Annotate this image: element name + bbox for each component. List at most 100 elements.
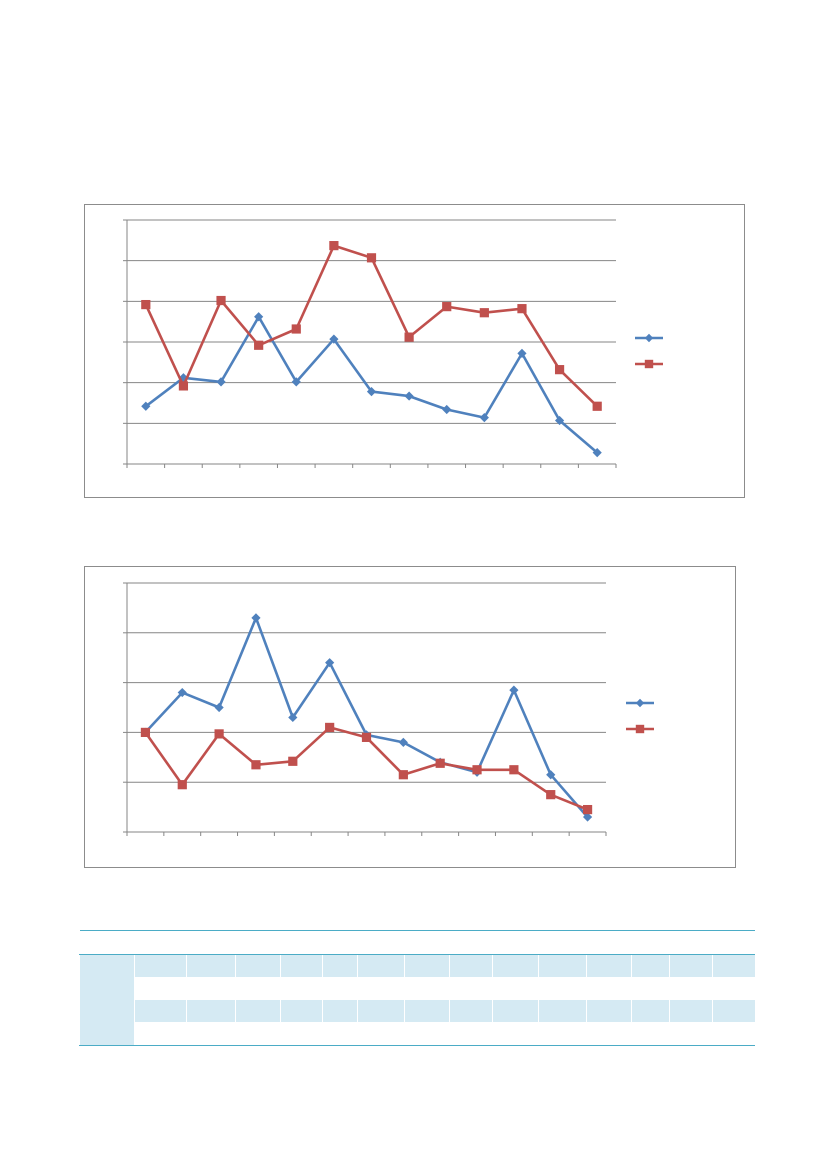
table-cell bbox=[537, 954, 587, 977]
data-point bbox=[398, 770, 408, 780]
data-point bbox=[214, 702, 224, 713]
chart-2 bbox=[84, 566, 736, 868]
table-cell bbox=[712, 999, 755, 1022]
data-point bbox=[546, 790, 556, 800]
series-line bbox=[145, 315, 599, 454]
data-point bbox=[291, 324, 301, 334]
table-row bbox=[78, 954, 755, 977]
legend-marker bbox=[635, 698, 645, 708]
table-cell bbox=[630, 999, 670, 1022]
data-point bbox=[404, 391, 414, 401]
table-cell bbox=[630, 954, 670, 977]
table-cell bbox=[321, 1022, 358, 1046]
table-cell bbox=[585, 999, 632, 1022]
data-point bbox=[366, 387, 377, 397]
chart-1-canvas bbox=[123, 219, 663, 468]
data-point bbox=[517, 348, 527, 358]
table-cell bbox=[492, 1022, 539, 1046]
data-point bbox=[554, 415, 565, 426]
table-cell bbox=[186, 977, 236, 1000]
table-cell bbox=[585, 1022, 632, 1046]
table-cell bbox=[669, 954, 713, 977]
table-cell bbox=[538, 930, 587, 955]
table-cell bbox=[186, 999, 236, 1022]
data-point bbox=[178, 381, 189, 391]
data-point bbox=[291, 377, 301, 387]
table-row bbox=[79, 930, 755, 955]
data-point bbox=[288, 756, 298, 766]
table-cell bbox=[586, 930, 632, 955]
table-cell bbox=[492, 930, 539, 955]
data-point bbox=[254, 340, 264, 350]
table-cell bbox=[234, 999, 281, 1022]
data-point bbox=[554, 365, 565, 375]
table-cell bbox=[279, 977, 323, 1000]
table-cell bbox=[78, 999, 135, 1022]
table-cell bbox=[279, 954, 323, 977]
table-cell bbox=[321, 977, 358, 1000]
data-point bbox=[177, 687, 187, 698]
table-cell bbox=[492, 999, 539, 1022]
table-cell bbox=[669, 977, 713, 1000]
data-table bbox=[78, 930, 755, 1046]
table-cell bbox=[712, 977, 755, 1000]
table-cell bbox=[630, 1022, 670, 1046]
data-point bbox=[216, 377, 226, 387]
table-cell bbox=[134, 954, 187, 977]
data-point bbox=[546, 770, 556, 780]
table-cell bbox=[712, 1022, 755, 1046]
table-cell bbox=[669, 930, 713, 955]
data-point bbox=[479, 308, 489, 318]
table-row bbox=[78, 1022, 755, 1046]
data-point bbox=[140, 727, 151, 737]
data-point bbox=[214, 729, 224, 739]
table-cell bbox=[712, 954, 755, 977]
table-cell bbox=[357, 930, 405, 955]
table-cell bbox=[449, 954, 493, 977]
table-cell bbox=[134, 999, 187, 1022]
table-cell bbox=[404, 999, 450, 1022]
table-cell bbox=[537, 999, 587, 1022]
table-cell bbox=[234, 954, 281, 977]
data-point bbox=[592, 401, 602, 411]
table-body bbox=[78, 930, 755, 1046]
table-cell bbox=[404, 954, 450, 977]
table-cell bbox=[322, 930, 358, 955]
table-cell bbox=[449, 1022, 493, 1046]
data-point bbox=[582, 804, 593, 815]
table-cell bbox=[234, 1022, 281, 1046]
table-cell bbox=[356, 1022, 405, 1046]
table-cell bbox=[669, 1022, 713, 1046]
data-point bbox=[251, 613, 261, 623]
data-point bbox=[517, 304, 527, 314]
table-cell bbox=[78, 977, 135, 1000]
table-cell bbox=[134, 977, 187, 1000]
data-point bbox=[329, 241, 339, 251]
table-cell bbox=[134, 1022, 187, 1046]
data-point bbox=[509, 765, 519, 775]
table-cell bbox=[537, 1022, 587, 1046]
chart-1 bbox=[84, 204, 745, 498]
data-point bbox=[442, 302, 452, 312]
data-point bbox=[442, 404, 452, 415]
table-cell bbox=[631, 930, 670, 955]
chart-2-canvas bbox=[123, 582, 654, 836]
table-cell bbox=[235, 930, 281, 955]
table-cell bbox=[321, 954, 358, 977]
data-point bbox=[141, 299, 151, 310]
table-cell bbox=[630, 977, 670, 1000]
table-cell bbox=[449, 999, 493, 1022]
table-cell bbox=[449, 977, 493, 1000]
table-cell bbox=[356, 999, 405, 1022]
table-cell bbox=[78, 1022, 135, 1046]
legend-marker bbox=[644, 333, 654, 343]
data-point bbox=[404, 332, 414, 342]
table-cell bbox=[186, 954, 236, 977]
series-line bbox=[144, 616, 589, 818]
data-point bbox=[251, 760, 261, 770]
table-cell bbox=[404, 1022, 450, 1046]
table-cell bbox=[186, 1022, 236, 1046]
data-point bbox=[509, 685, 519, 695]
legend-marker bbox=[635, 724, 645, 734]
table-cell bbox=[712, 930, 755, 955]
